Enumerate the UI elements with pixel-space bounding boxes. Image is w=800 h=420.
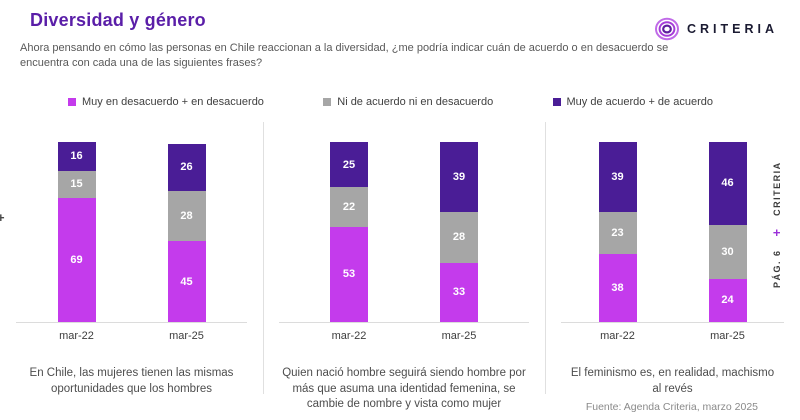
stacked-bar-mar-25: 26 28 45 [167,143,206,322]
bar-segment: 53 [330,226,368,322]
bar-segment: 28 [440,212,478,263]
plus-icon: + [0,210,5,225]
chart-panel-2: 25 22 53 39 28 33 mar-22 mar-25 Quien nació homb… [263,142,545,413]
x-axis-label: mar-25 [169,330,204,342]
chart-panel-3: 39 23 38 46 30 24 mar-22 mar-25 El feminismo es,… [545,142,800,413]
legend-swatch-icon [552,98,561,106]
legend-label: Ni de acuerdo ni en desacuerdo [337,96,494,108]
plus-icon: + [769,228,784,237]
bar-segment: 30 [708,224,747,279]
survey-question-text: Ahora pensando en cómo las personas en C… [20,42,669,70]
x-axis-labels: mar-22 mar-25 [545,330,800,342]
bar-segment: 33 [440,262,478,322]
legend-label: Muy de acuerdo + de acuerdo [566,96,713,108]
bar-segment: 39 [598,142,637,213]
panel-caption: En Chile, las mujeres tienen las mismas … [29,367,234,395]
stacked-bar-mar-22: 16 15 69 [57,142,96,322]
criteria-logo-icon [654,17,679,41]
bar-segment: 24 [708,278,747,322]
x-axis-label: mar-25 [441,330,477,342]
criteria-logo: CRITERIA [654,16,778,42]
bars-area: 25 22 53 39 28 33 [279,142,529,323]
stacked-bar-mar-25: 46 30 24 [708,142,747,322]
source-note: Fuente: Agenda Criteria, marzo 2025 [585,401,758,413]
bar-segment: 28 [167,190,206,241]
panel-divider [263,122,264,394]
bar-segment: 23 [598,212,637,254]
legend-item-3: Muy de acuerdo + de acuerdo [552,96,713,108]
stacked-bar-charts: 16 15 69 26 28 45 mar-22 mar-25 En Chile, las mu… [0,142,800,413]
legend-item-2: Ni de acuerdo ni en desacuerdo [323,96,493,108]
bar-segment: 26 [167,143,206,191]
bar-segment: 15 [57,170,96,198]
bar-segment: 38 [598,253,637,322]
bar-segment: 46 [708,142,747,225]
brand-label: CRITERIA [771,161,782,216]
page-title: Diversidad y género [30,10,206,30]
chart-panel-1: 16 15 69 26 28 45 mar-22 mar-25 En Chile, las mu… [0,142,263,413]
legend-label: Muy en desacuerdo + en desacuerdo [82,96,264,108]
stacked-bar-mar-22: 25 22 53 [330,142,368,322]
legend-swatch-icon [323,98,332,106]
bar-segment: 22 [330,187,368,227]
bar-segment: 39 [440,142,478,213]
x-axis-label: mar-22 [331,330,367,342]
logo-wordmark: CRITERIA [686,22,778,36]
bars-area: 39 23 38 46 30 24 [561,142,784,323]
x-axis-label: mar-22 [600,330,635,342]
x-axis-label: mar-22 [59,330,94,342]
chart-legend: Muy en desacuerdo + en desacuerdo Ni de a… [68,96,713,108]
bar-segment: 16 [57,142,96,171]
bar-segment: 69 [57,197,96,322]
panel-caption: Quien nació hombre seguirá siendo hombre… [282,367,526,411]
panel-caption: El feminismo es, en realidad, machismo a… [570,367,775,395]
x-axis-label: mar-25 [710,330,745,342]
bar-segment: 25 [330,142,368,188]
stacked-bar-mar-22: 39 23 38 [598,142,637,322]
bar-segment: 45 [167,241,206,322]
bars-area: 16 15 69 26 28 45 [16,142,247,323]
legend-swatch-icon [68,98,76,106]
panel-divider [545,122,546,394]
page-side-rail: PÁG. 6 + CRITERIA [769,138,784,288]
stacked-bar-mar-25: 39 28 33 [440,142,478,322]
page-number-label: PÁG. 6 [771,249,782,288]
x-axis-labels: mar-22 mar-25 [0,330,263,342]
x-axis-labels: mar-22 mar-25 [263,330,545,342]
legend-item-1: Muy en desacuerdo + en desacuerdo [68,96,264,108]
